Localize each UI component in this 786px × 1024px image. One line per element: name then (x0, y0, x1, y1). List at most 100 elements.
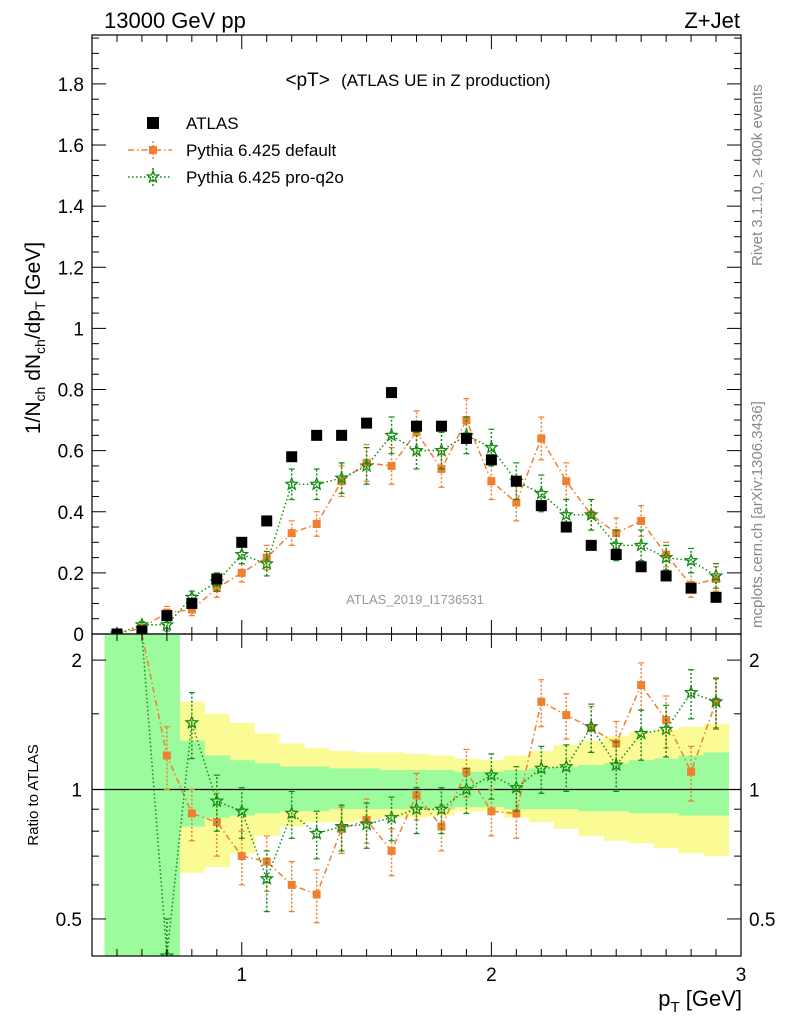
ratio-point-default (537, 697, 546, 706)
main-point-proq2o (284, 476, 300, 491)
ratio-band-inner (553, 766, 580, 810)
side-label-bottom: mcplots.cern.ch [arXiv:1306.3436] (749, 401, 766, 628)
plot-title-sub: (ATLAS UE in Z production) (341, 71, 550, 90)
main-point-proq2o (409, 442, 424, 457)
main-point-atlas (161, 610, 173, 622)
ratio-point-proq2o (558, 758, 574, 774)
ratio-band-inner (678, 755, 705, 816)
main-point-default (637, 516, 646, 525)
legend-proq2o-label: Pythia 6.425 pro-q2o (186, 168, 344, 187)
ratio-point-proq2o (234, 803, 250, 818)
svg-text:1/Nch dNch/dpT [GeV]: 1/Nch dNch/dpT [GeV] (22, 242, 48, 434)
main-point-default (537, 434, 546, 443)
ratio-point-default (287, 880, 296, 889)
ratio-band-inner (329, 768, 355, 810)
main-point-proq2o (633, 537, 649, 552)
main-point-atlas (560, 521, 572, 533)
legend-star-shape (145, 169, 161, 184)
ratio-ytick-label: 0.5 (56, 910, 82, 931)
ratio-clip-group (92, 634, 741, 956)
ratio-point-proq2o (209, 793, 225, 808)
legend-atlas-label: ATLAS (186, 114, 239, 133)
x-axis-label: pT [GeV] (658, 986, 742, 1016)
ratio-band-inner (254, 763, 280, 814)
ratio-point-default (187, 809, 196, 818)
legend-proq2o-marker (145, 169, 161, 184)
legend-default-label: Pythia 6.425 default (186, 141, 337, 160)
ratio-xtick-label: 3 (736, 965, 747, 986)
ratio-point-proq2o (434, 801, 449, 816)
main-point-proq2o (234, 546, 250, 561)
ratio-point-default (237, 852, 246, 861)
main-point-default (287, 529, 296, 538)
main-point-atlas (535, 500, 547, 512)
ratio-point-default (162, 751, 171, 760)
svg-text:pT [GeV]: pT [GeV] (658, 986, 742, 1016)
main-point-atlas (460, 432, 472, 444)
main-ytick-label: 0.6 (58, 442, 84, 463)
ratio-point-default (487, 807, 496, 816)
main-point-atlas (510, 475, 522, 487)
main-point-atlas (186, 597, 198, 609)
main-point-atlas (211, 573, 223, 585)
ratio-point-proq2o (583, 718, 599, 733)
ratio-point-proq2o (184, 714, 200, 730)
ratio-band-inner (703, 752, 730, 816)
ratio-point-default (637, 681, 646, 690)
header-right: Z+Jet (684, 8, 740, 33)
ratio-band-inner (628, 760, 655, 814)
main-point-default (237, 568, 246, 577)
ratio-point-default (562, 711, 571, 720)
main-ytick-label: 0.4 (58, 503, 85, 524)
main-point-atlas (336, 429, 348, 441)
legend-atlas-marker (147, 117, 159, 129)
ratio-band-inner (154, 634, 180, 956)
main-point-default (212, 584, 221, 593)
main-point-default (487, 477, 496, 486)
main-point-atlas (685, 582, 697, 594)
ratio-point-proq2o (708, 694, 724, 709)
main-point-default (662, 550, 671, 559)
main-point-default (187, 605, 196, 614)
ratio-point-proq2o (284, 805, 300, 820)
ratio-line-proq2o (141, 634, 717, 956)
ratio-point-proq2o (484, 767, 499, 782)
plot-title-main: <pT> (285, 70, 329, 91)
ratio-point-proq2o (384, 809, 399, 824)
ratio-ytick-label: 2 (71, 651, 82, 672)
main-point-default (312, 519, 321, 528)
ratio-panel: 0.5 0.5 1 1 2 2 1 2 3 (56, 633, 775, 986)
ratio-point-proq2o (334, 818, 349, 833)
main-ytick-label: 1.2 (58, 258, 84, 279)
ratio-xtick-label: 1 (236, 965, 247, 986)
main-point-proq2o (434, 442, 449, 457)
ratio-line-default (141, 634, 717, 896)
main-point-atlas (236, 536, 248, 548)
main-point-atlas (435, 420, 447, 432)
main-point-atlas (411, 420, 422, 432)
ratio-ytick-label: 1 (71, 781, 82, 802)
main-point-proq2o (384, 427, 399, 442)
main-panel: 0 0.2 0.4 0.6 0.8 1 1.2 1.4 1.6 1.8 (58, 34, 742, 646)
main-point-atlas (311, 429, 323, 441)
main-point-proq2o (484, 439, 499, 454)
main-point-proq2o (533, 485, 549, 500)
ratio-point-proq2o (608, 757, 624, 772)
main-line-proq2o (116, 434, 717, 634)
ratio-point-proq2o (458, 781, 474, 796)
main-point-atlas (361, 417, 373, 429)
main-y-axis-label: 1/Nch dNch/dpT [GeV] (22, 242, 48, 434)
ratio-band-inner (653, 758, 680, 814)
ratio-point-proq2o (259, 871, 275, 886)
ratio-point-proq2o (683, 684, 699, 699)
main-point-proq2o (708, 568, 724, 583)
main-point-atlas (635, 561, 647, 573)
ratio-point-proq2o (309, 825, 325, 840)
main-point-atlas (610, 549, 622, 561)
main-point-proq2o (658, 549, 674, 564)
main-ytick-label: 0.8 (58, 381, 84, 402)
ratio-ytick-label-right: 1 (749, 781, 760, 802)
main-point-proq2o (608, 537, 624, 552)
watermark: ATLAS_2019_I1736531 (346, 592, 484, 607)
